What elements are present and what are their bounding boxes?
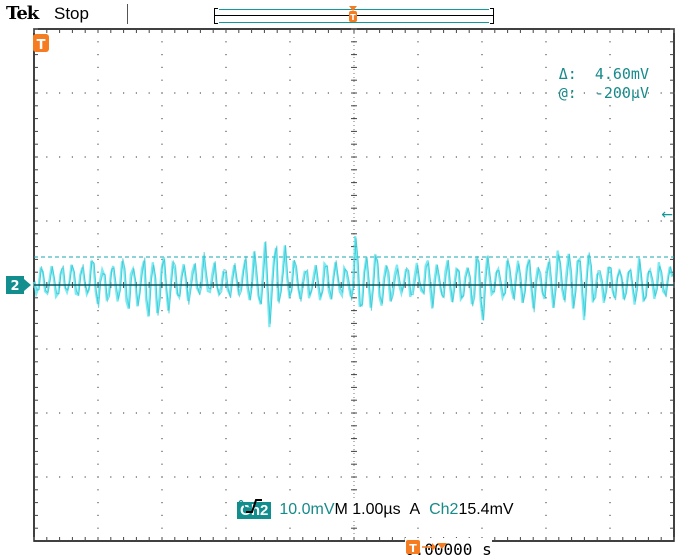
status-bar: Tek Stop T [0, 0, 675, 28]
record-overview[interactable]: T [214, 6, 494, 24]
overview-right-bracket [490, 8, 494, 24]
divider [127, 4, 128, 24]
overview-trigger-icon: T [349, 6, 357, 22]
volts-per-div: 10.0mV [279, 501, 335, 518]
cursor-delta-label: Δ: [558, 65, 577, 83]
trigger-mode: A [409, 501, 421, 518]
cursor-readout: Δ: 4.60mV @: -200µV [559, 65, 649, 103]
cursor-delta-value: 4.60mV [594, 65, 649, 83]
cursor-at-label: @: [558, 84, 577, 102]
svg-text:T: T [37, 38, 46, 53]
trigger-level-arrow-icon[interactable]: ← [661, 207, 673, 223]
svg-text:2: 2 [10, 279, 19, 294]
trigger-position-readout: T 0.00000 s [405, 538, 492, 560]
rising-edge-icon [246, 499, 262, 513]
acquisition-state[interactable]: Stop [54, 4, 89, 23]
channel-readout: Ch2 10.0mV M 1.00µs A Ch2 15.4mV [237, 499, 514, 521]
trigger-position-marker[interactable]: T [33, 28, 49, 54]
channel-2-ground-marker[interactable]: 2 [6, 276, 32, 294]
ac-coupling-icon [237, 499, 251, 511]
svg-text:T: T [350, 13, 356, 22]
brand-logo: Tek [6, 3, 39, 24]
svg-text:T: T [409, 542, 417, 555]
overview-left-bracket [214, 8, 218, 24]
graticule [33, 28, 675, 542]
trigger-level: 15.4mV [458, 501, 514, 518]
trigger-source: Ch2 [429, 501, 459, 518]
channel-tag[interactable]: Ch2 [237, 501, 272, 519]
cursor-at-value: -200µV [594, 84, 649, 102]
trigger-position-icon: T [406, 540, 447, 555]
waveform-display[interactable]: T Δ: 4.60mV @: -200µV ← Ch2 10.0mV M 1.00µ… [33, 28, 675, 560]
timebase: M 1.00µs [334, 501, 401, 518]
